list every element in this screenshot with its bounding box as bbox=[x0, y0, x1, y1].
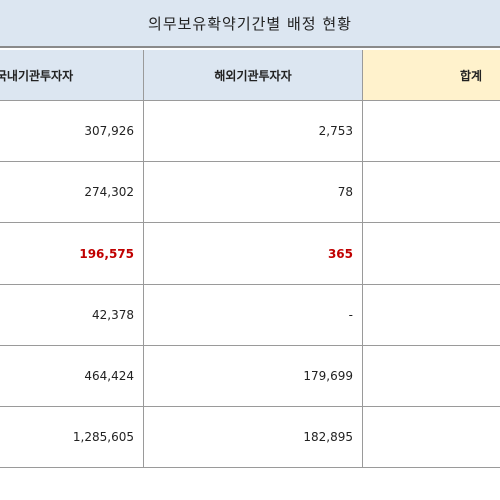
column-header: 국내기관투자자 bbox=[0, 50, 144, 101]
table-cell: 365 bbox=[144, 223, 363, 285]
table-cell: - bbox=[144, 285, 363, 346]
table-cell: 274,302 bbox=[0, 162, 144, 223]
table-cell: 2 bbox=[363, 162, 500, 223]
table-cell: 196,575 bbox=[0, 223, 144, 285]
table-cell: 78 bbox=[144, 162, 363, 223]
table-cell: 307,926 bbox=[0, 101, 144, 162]
table-cell: 182,895 bbox=[144, 407, 363, 468]
table-cell bbox=[363, 285, 500, 346]
table-cell: 19 bbox=[363, 223, 500, 285]
table-cell: 464,424 bbox=[0, 346, 144, 407]
column-header: 해외기관투자자 bbox=[144, 50, 363, 101]
column-header: 합계 bbox=[363, 50, 500, 101]
table-cell: 1,285,605 bbox=[0, 407, 144, 468]
table-cell: 42,378 bbox=[0, 285, 144, 346]
table-cell: 1,4 bbox=[363, 407, 500, 468]
table-title: 의무보유확약기간별 배정 현황 bbox=[0, 0, 500, 48]
table-cell: 179,699 bbox=[144, 346, 363, 407]
table-cell: 3 bbox=[363, 101, 500, 162]
table-cell: 2,753 bbox=[144, 101, 363, 162]
table-cell: 6 bbox=[363, 346, 500, 407]
